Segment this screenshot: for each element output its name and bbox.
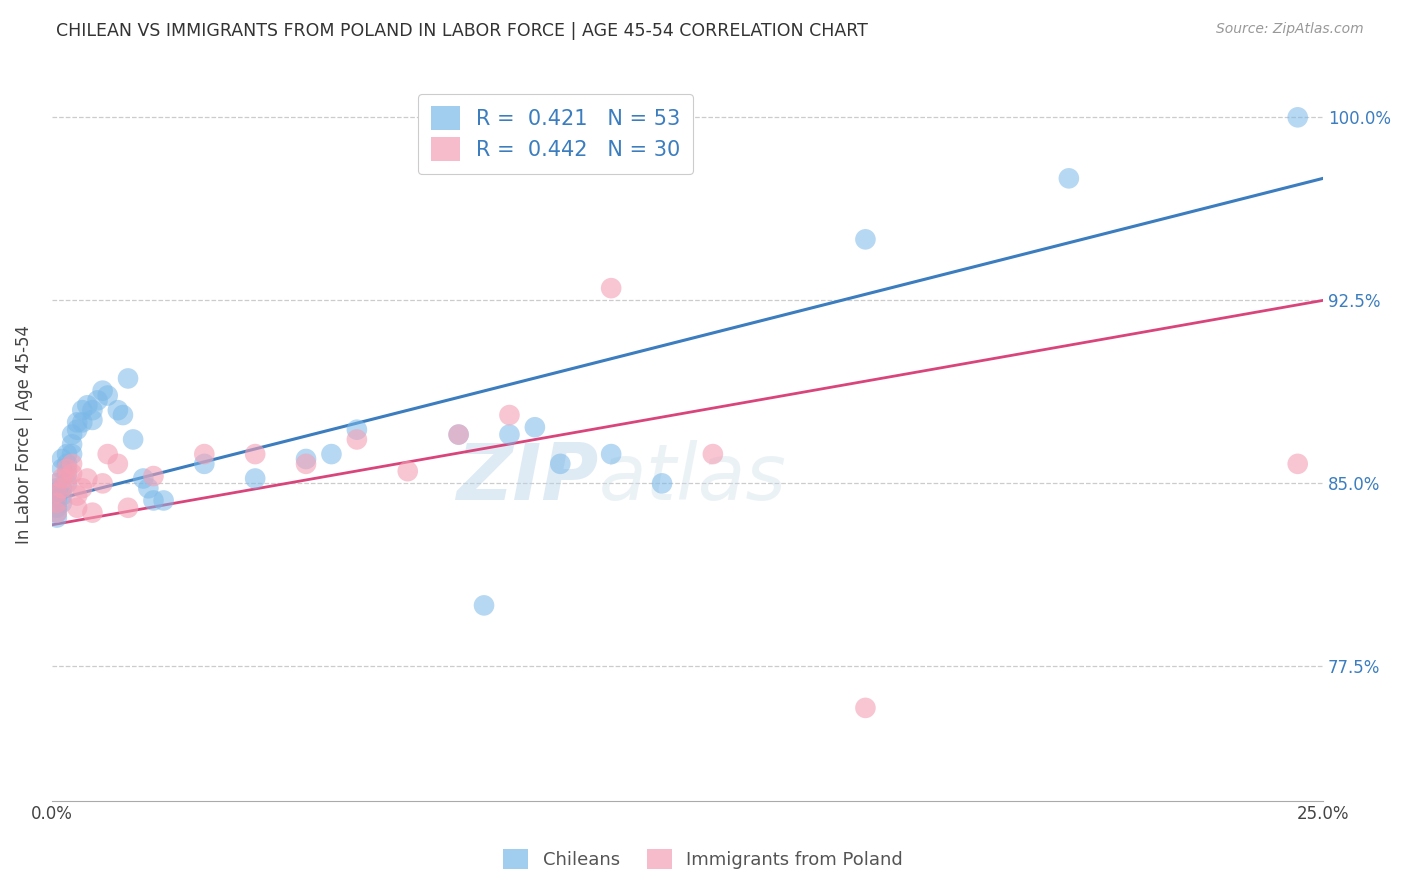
Point xyxy=(472,599,495,613)
Point xyxy=(45,496,67,510)
Point xyxy=(82,506,104,520)
Point xyxy=(107,457,129,471)
Point xyxy=(117,371,139,385)
Text: atlas: atlas xyxy=(599,441,786,516)
Point xyxy=(321,447,343,461)
Point xyxy=(91,384,114,398)
Point xyxy=(396,464,419,478)
Point xyxy=(295,452,318,467)
Text: CHILEAN VS IMMIGRANTS FROM POLAND IN LABOR FORCE | AGE 45-54 CORRELATION CHART: CHILEAN VS IMMIGRANTS FROM POLAND IN LAB… xyxy=(56,22,868,40)
Point xyxy=(550,457,572,471)
Point xyxy=(600,447,623,461)
Point xyxy=(45,486,67,500)
Point xyxy=(56,457,79,471)
Point xyxy=(702,447,724,461)
Point xyxy=(91,476,114,491)
Point xyxy=(76,471,98,485)
Point xyxy=(56,447,79,461)
Point xyxy=(45,491,67,505)
Point xyxy=(45,476,67,491)
Point xyxy=(523,420,546,434)
Point xyxy=(45,496,67,510)
Point xyxy=(51,471,73,485)
Point xyxy=(1057,171,1080,186)
Point xyxy=(97,388,120,402)
Point xyxy=(295,457,318,471)
Point xyxy=(60,427,83,442)
Point xyxy=(117,500,139,515)
Point xyxy=(51,496,73,510)
Point xyxy=(447,427,470,442)
Point xyxy=(60,437,83,451)
Point xyxy=(243,471,266,485)
Text: ZIP: ZIP xyxy=(456,441,599,516)
Point xyxy=(66,423,89,437)
Point xyxy=(142,469,165,483)
Point xyxy=(45,500,67,515)
Legend: R =  0.421   N = 53, R =  0.442   N = 30: R = 0.421 N = 53, R = 0.442 N = 30 xyxy=(418,94,693,174)
Point xyxy=(138,481,160,495)
Point xyxy=(122,433,145,447)
Point xyxy=(76,398,98,412)
Point xyxy=(855,232,877,246)
Point xyxy=(60,457,83,471)
Point xyxy=(66,489,89,503)
Point xyxy=(60,447,83,461)
Point xyxy=(111,408,134,422)
Point xyxy=(346,433,368,447)
Point xyxy=(45,486,67,500)
Point xyxy=(193,447,215,461)
Point xyxy=(498,408,520,422)
Point xyxy=(56,467,79,481)
Point xyxy=(1286,111,1309,125)
Point xyxy=(498,427,520,442)
Point xyxy=(56,461,79,475)
Point xyxy=(51,481,73,495)
Point xyxy=(193,457,215,471)
Point xyxy=(72,403,94,417)
Point xyxy=(447,427,470,442)
Legend: Chileans, Immigrants from Poland: Chileans, Immigrants from Poland xyxy=(494,839,912,879)
Y-axis label: In Labor Force | Age 45-54: In Labor Force | Age 45-54 xyxy=(15,325,32,544)
Point xyxy=(132,471,155,485)
Point xyxy=(66,500,89,515)
Point xyxy=(45,506,67,520)
Point xyxy=(152,493,174,508)
Point xyxy=(600,281,623,295)
Point xyxy=(60,467,83,481)
Point xyxy=(56,476,79,491)
Point xyxy=(1286,457,1309,471)
Point xyxy=(72,416,94,430)
Point xyxy=(56,471,79,485)
Point xyxy=(51,452,73,467)
Point xyxy=(107,403,129,417)
Point xyxy=(51,489,73,503)
Point xyxy=(97,447,120,461)
Point xyxy=(855,701,877,715)
Point xyxy=(243,447,266,461)
Point xyxy=(45,510,67,524)
Point xyxy=(51,481,73,495)
Point xyxy=(86,393,108,408)
Point xyxy=(51,461,73,475)
Point xyxy=(45,481,67,495)
Point xyxy=(651,476,673,491)
Point xyxy=(82,413,104,427)
Point xyxy=(45,506,67,520)
Text: Source: ZipAtlas.com: Source: ZipAtlas.com xyxy=(1216,22,1364,37)
Point xyxy=(72,481,94,495)
Point xyxy=(66,416,89,430)
Point xyxy=(346,423,368,437)
Point xyxy=(82,403,104,417)
Point xyxy=(142,493,165,508)
